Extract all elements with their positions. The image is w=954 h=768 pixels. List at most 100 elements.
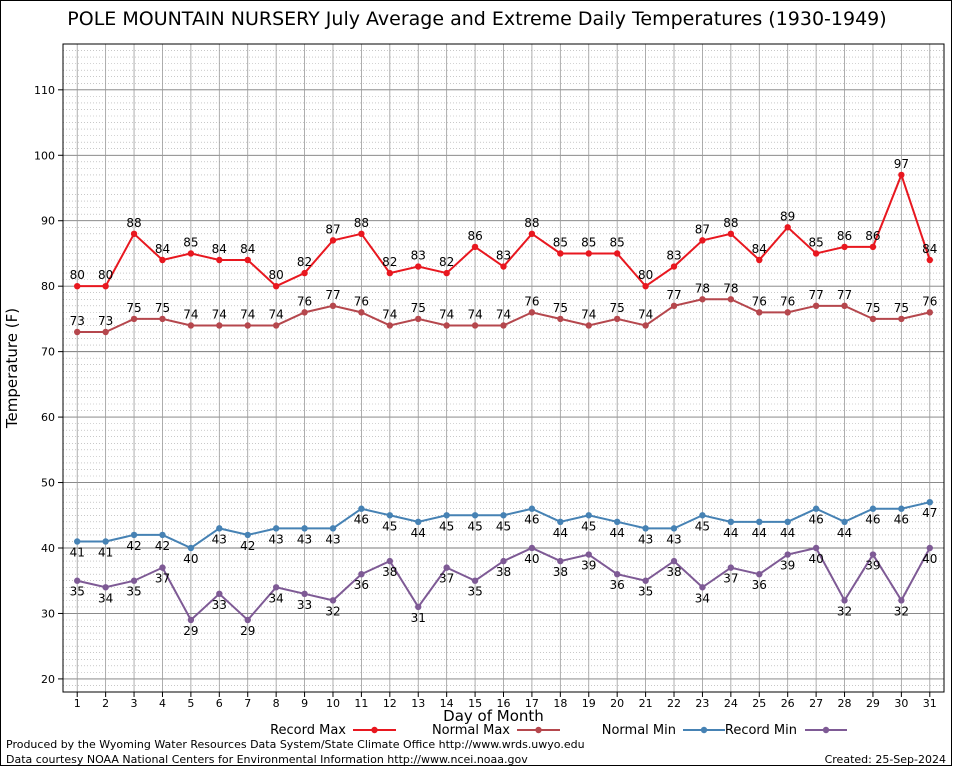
data-point bbox=[784, 518, 791, 526]
data-point bbox=[272, 322, 280, 329]
data-label: 87 bbox=[695, 222, 710, 236]
data-point bbox=[216, 525, 223, 532]
data-point bbox=[926, 256, 933, 264]
data-point bbox=[130, 577, 138, 584]
y-axis-label: Temperature (F) bbox=[3, 308, 21, 429]
data-point bbox=[869, 505, 877, 512]
data-label: 78 bbox=[723, 281, 738, 295]
data-label: 42 bbox=[155, 539, 170, 553]
data-label: 75 bbox=[610, 301, 625, 315]
data-point bbox=[699, 237, 706, 244]
data-point bbox=[244, 256, 251, 264]
data-label: 39 bbox=[780, 559, 795, 573]
data-label: 80 bbox=[269, 268, 284, 282]
x-tick-label: 5 bbox=[187, 697, 194, 710]
data-label: 78 bbox=[695, 281, 710, 295]
x-tick-label: 19 bbox=[582, 697, 596, 710]
data-point bbox=[471, 512, 479, 519]
data-label: 46 bbox=[865, 513, 880, 527]
data-label: 43 bbox=[325, 532, 340, 546]
data-point bbox=[784, 309, 791, 316]
data-point bbox=[585, 250, 592, 257]
data-point bbox=[74, 328, 81, 336]
y-tick-label: 40 bbox=[41, 542, 55, 555]
data-label: 43 bbox=[666, 532, 681, 546]
data-point bbox=[841, 302, 848, 310]
legend-marker bbox=[535, 726, 542, 734]
data-point bbox=[557, 315, 564, 323]
data-label: 84 bbox=[922, 242, 937, 256]
data-point bbox=[415, 263, 422, 270]
data-point bbox=[159, 531, 166, 539]
data-point bbox=[301, 590, 308, 598]
data-point bbox=[756, 518, 763, 526]
data-point bbox=[585, 512, 592, 519]
data-label: 74 bbox=[183, 307, 198, 321]
x-tick-label: 4 bbox=[159, 697, 166, 710]
data-label: 44 bbox=[411, 526, 426, 540]
data-point bbox=[812, 505, 820, 512]
data-point bbox=[869, 315, 877, 323]
data-label: 45 bbox=[467, 519, 482, 533]
data-label: 46 bbox=[524, 513, 539, 527]
data-label: 73 bbox=[70, 314, 85, 328]
data-label: 88 bbox=[723, 216, 738, 230]
data-point bbox=[613, 315, 621, 323]
legend-marker bbox=[371, 726, 378, 734]
x-tick-label: 27 bbox=[809, 697, 823, 710]
data-label: 85 bbox=[553, 235, 568, 249]
data-label: 37 bbox=[723, 572, 738, 586]
data-point bbox=[386, 322, 394, 329]
data-point bbox=[642, 322, 649, 329]
x-tick-label: 20 bbox=[610, 697, 624, 710]
data-label: 76 bbox=[780, 294, 795, 308]
data-label: 41 bbox=[70, 545, 85, 559]
data-label: 83 bbox=[666, 249, 681, 263]
data-label: 88 bbox=[354, 216, 369, 230]
data-point bbox=[329, 597, 337, 604]
x-tick-label: 6 bbox=[216, 697, 223, 710]
data-point bbox=[756, 309, 763, 316]
data-label: 38 bbox=[553, 565, 568, 579]
data-label: 37 bbox=[439, 572, 454, 586]
data-point bbox=[898, 505, 905, 512]
data-point bbox=[386, 269, 394, 277]
data-label: 73 bbox=[98, 314, 113, 328]
x-axis-label: Day of Month bbox=[443, 707, 544, 725]
legend-entry: Normal Min bbox=[602, 723, 725, 738]
data-point bbox=[727, 564, 735, 571]
series-normal-max: 73 73 75 75 74 74 74 74 76 77 76 74 75 74 74 74 76 75 74 75… bbox=[70, 281, 937, 336]
data-point bbox=[557, 518, 564, 526]
data-point bbox=[727, 230, 735, 238]
data-point bbox=[244, 322, 251, 329]
x-tick-label: 11 bbox=[354, 697, 368, 710]
data-label: 29 bbox=[183, 624, 198, 638]
data-label: 35 bbox=[126, 585, 141, 599]
data-point bbox=[500, 557, 507, 565]
legend-marker bbox=[700, 726, 708, 734]
data-label: 74 bbox=[467, 307, 482, 321]
data-point bbox=[784, 551, 791, 558]
data-point bbox=[329, 302, 337, 310]
data-label: 77 bbox=[808, 288, 823, 302]
data-label: 76 bbox=[524, 294, 539, 308]
data-point bbox=[841, 597, 848, 604]
data-label: 40 bbox=[922, 552, 937, 566]
data-point bbox=[159, 315, 166, 323]
data-label: 97 bbox=[894, 157, 909, 171]
data-point bbox=[642, 525, 649, 532]
data-label: 74 bbox=[439, 307, 454, 321]
data-label: 88 bbox=[126, 216, 141, 230]
x-tick-label: 22 bbox=[667, 697, 681, 710]
x-tick-label: 12 bbox=[383, 697, 397, 710]
data-label: 74 bbox=[382, 307, 397, 321]
data-label: 36 bbox=[610, 578, 625, 592]
footer-data-courtesy: Data courtesy NOAA National Centers for … bbox=[6, 753, 528, 766]
data-point bbox=[557, 250, 564, 257]
data-point bbox=[898, 171, 905, 179]
data-label: 45 bbox=[439, 519, 454, 533]
data-label: 35 bbox=[70, 585, 85, 599]
data-label: 74 bbox=[269, 307, 284, 321]
